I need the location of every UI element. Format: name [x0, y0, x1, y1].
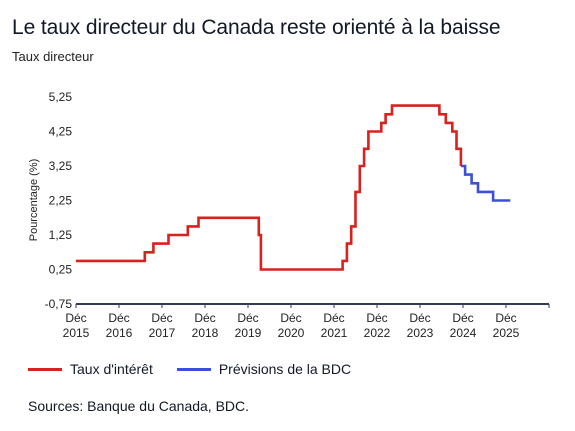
x-tick-label-year: 2023: [407, 326, 434, 340]
y-tick-label: 4,25: [49, 125, 73, 139]
x-tick-label-year: 2022: [364, 326, 391, 340]
legend-swatch-forecast: [176, 367, 211, 371]
x-tick-label-month: Déc: [409, 311, 430, 325]
x-tick-label-year: 2015: [63, 326, 90, 340]
x-tick-label-month: Déc: [323, 311, 344, 325]
x-tick-label-month: Déc: [237, 311, 258, 325]
x-tick-label-year: 2024: [450, 326, 477, 340]
x-tick-label-year: 2025: [493, 326, 520, 340]
legend-item-forecast: Prévisions de la BDC: [176, 361, 352, 377]
x-tick-label-month: Déc: [366, 311, 387, 325]
source-note: Sources: Banque du Canada, BDC.: [28, 398, 250, 414]
x-tick-label-year: 2021: [321, 326, 348, 340]
legend-swatch-actual: [28, 367, 62, 371]
x-tick-label-year: 2017: [149, 326, 176, 340]
legend-label-forecast: Prévisions de la BDC: [218, 361, 352, 377]
y-tick-label: 5,25: [49, 90, 73, 104]
x-tick-label-month: Déc: [280, 311, 301, 325]
x-tick-label-month: Déc: [151, 311, 172, 325]
x-tick-label-month: Déc: [108, 311, 129, 325]
x-tick-label-year: 2018: [192, 326, 219, 340]
y-tick-label: 3,25: [49, 159, 73, 173]
legend: Taux d'intérêt Prévisions de la BDC: [28, 361, 351, 377]
y-tick-label: -0,75: [45, 297, 73, 311]
x-tick-label-year: 2020: [278, 326, 305, 340]
y-tick-label: 0,25: [49, 263, 73, 277]
legend-item-actual: Taux d'intérêt: [28, 361, 153, 377]
legend-label-actual: Taux d'intérêt: [70, 361, 153, 377]
x-tick-label-month: Déc: [194, 311, 215, 325]
series-line-actual: [76, 104, 463, 271]
x-tick-label-month: Déc: [452, 311, 473, 325]
series-line-forecast: [460, 164, 511, 202]
x-tick-label-month: Déc: [65, 311, 86, 325]
y-axis-label: Pourcentage (%): [28, 159, 40, 242]
x-tick-label-year: 2016: [106, 326, 133, 340]
y-tick-label: 1,25: [49, 228, 73, 242]
x-tick-label-month: Déc: [495, 311, 516, 325]
x-tick-label-year: 2019: [235, 326, 262, 340]
y-tick-label: 2,25: [49, 194, 73, 208]
chart-title: Le taux directeur du Canada reste orient…: [12, 16, 501, 39]
chart-subtitle: Taux directeur: [12, 49, 94, 64]
